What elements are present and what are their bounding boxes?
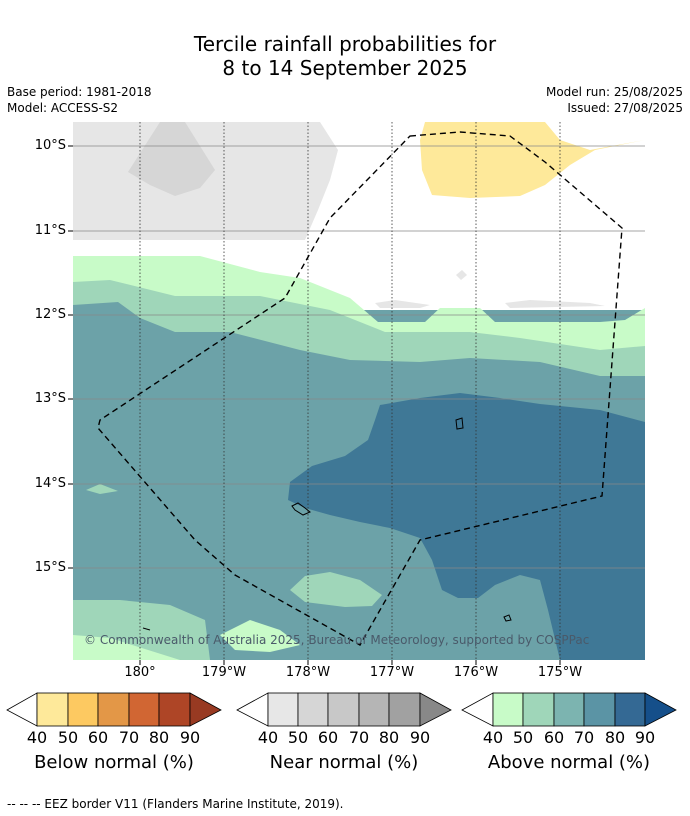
- colorbar-near-normal: [236, 692, 452, 727]
- grey-patch-3: [456, 270, 467, 280]
- near-tick-80: 80: [378, 728, 400, 747]
- grey-patch-2: [505, 300, 605, 308]
- above-tick-60: 60: [543, 728, 565, 747]
- eez-border: [97, 131, 623, 646]
- teal-patch-west: [86, 484, 118, 494]
- eez-footer-note: -- -- -- EEZ border V11 (Flanders Marine…: [7, 797, 344, 811]
- green-patch-southwest: [73, 635, 180, 660]
- lon-label-175w: 175°W: [537, 665, 583, 680]
- near-tick-60: 60: [317, 728, 339, 747]
- colorbar-above-normal: [461, 692, 677, 727]
- map-title: Tercile rainfall probabilities for 8 to …: [0, 32, 690, 80]
- teal-patch-south: [290, 572, 382, 607]
- above-tick-90: 90: [634, 728, 656, 747]
- meta-left: Base period: 1981-2018 Model: ACCESS-S2: [7, 84, 152, 116]
- above-tick-80: 80: [604, 728, 626, 747]
- lon-label-180: 180°: [124, 665, 156, 680]
- title-line-1: Tercile rainfall probabilities for: [193, 32, 497, 56]
- below-normal-label: Below normal (%): [34, 752, 194, 773]
- above-normal-label: Above normal (%): [487, 752, 651, 773]
- meta-right: Model run: 25/08/2025 Issued: 27/08/2025: [546, 84, 683, 116]
- lat-gridlines: [73, 145, 645, 569]
- base-period: Base period: 1981-2018: [7, 85, 152, 99]
- above-tick-50: 50: [512, 728, 534, 747]
- lat-label-11s: 11°S: [34, 223, 66, 238]
- axis-ticks: [68, 145, 561, 665]
- model-run: Model run: 25/08/2025: [545, 85, 683, 99]
- lon-label-176w: 176°W: [453, 665, 499, 680]
- lat-label-13s: 13°S: [34, 391, 66, 406]
- near-tick-90: 90: [409, 728, 431, 747]
- near-normal-label: Near normal (%): [269, 752, 419, 773]
- above-tick-70: 70: [573, 728, 595, 747]
- lat-label-12s: 12°S: [34, 307, 66, 322]
- island-futuna: [291, 502, 311, 516]
- grey-patch-1: [375, 300, 430, 308]
- issued-date: Issued: 27/08/2025: [567, 101, 683, 115]
- probability-field: [73, 122, 645, 660]
- below-tick-40: 40: [26, 728, 48, 747]
- copyright-note: © Commonwealth of Australia 2025, Bureau…: [84, 633, 590, 647]
- lon-gridlines: [139, 122, 561, 660]
- green-patch-south: [220, 620, 300, 652]
- island-small: [503, 614, 512, 622]
- near-tick-70: 70: [348, 728, 370, 747]
- island-west: [142, 627, 151, 631]
- near-tick-40: 40: [257, 728, 279, 747]
- lat-label-10s: 10°S: [34, 138, 66, 153]
- below-tick-80: 80: [148, 728, 170, 747]
- above-normal-80-core: [288, 393, 645, 660]
- lon-label-179w: 179°W: [201, 665, 247, 680]
- below-tick-70: 70: [118, 728, 140, 747]
- above-tick-40: 40: [482, 728, 504, 747]
- near-normal-core: [128, 122, 215, 196]
- below-tick-60: 60: [87, 728, 109, 747]
- below-tick-90: 90: [179, 728, 201, 747]
- lat-label-15s: 15°S: [34, 560, 66, 575]
- colorbar-below-normal: [6, 692, 222, 727]
- island-wallis: [455, 417, 464, 430]
- model-name: Model: ACCESS-S2: [7, 101, 119, 115]
- title-line-2: 8 to 14 September 2025: [222, 56, 468, 80]
- near-tick-50: 50: [287, 728, 309, 747]
- lon-label-177w: 177°W: [369, 665, 415, 680]
- below-tick-50: 50: [57, 728, 79, 747]
- lat-label-14s: 14°S: [34, 476, 66, 491]
- lon-label-178w: 178°W: [285, 665, 331, 680]
